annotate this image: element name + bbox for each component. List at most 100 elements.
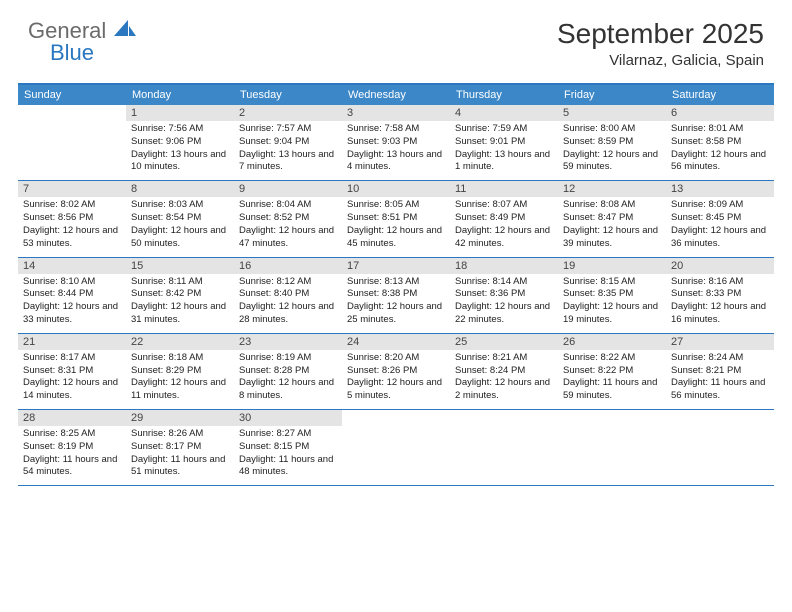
day-number: 23 bbox=[234, 334, 342, 350]
day-cell: 25Sunrise: 8:21 AMSunset: 8:24 PMDayligh… bbox=[450, 334, 558, 409]
weeks-container: .1Sunrise: 7:56 AMSunset: 9:06 PMDayligh… bbox=[18, 105, 774, 486]
weekday-header: Tuesday bbox=[234, 85, 342, 105]
sunset-text: Sunset: 8:19 PM bbox=[23, 441, 121, 454]
month-title: September 2025 bbox=[557, 18, 764, 50]
day-number: 13 bbox=[666, 181, 774, 197]
sunset-text: Sunset: 8:52 PM bbox=[239, 212, 337, 225]
calendar: Sunday Monday Tuesday Wednesday Thursday… bbox=[18, 83, 774, 486]
logo: General Blue bbox=[28, 18, 136, 66]
day-number: . bbox=[342, 410, 450, 426]
day-cell: 20Sunrise: 8:16 AMSunset: 8:33 PMDayligh… bbox=[666, 258, 774, 333]
daylight-text: Daylight: 12 hours and 16 minutes. bbox=[671, 301, 769, 327]
day-info: Sunrise: 8:01 AMSunset: 8:58 PMDaylight:… bbox=[671, 123, 769, 174]
day-cell: 1 Sunrise: 7:56 AMSunset: 9:06 PMDaylight… bbox=[126, 105, 234, 180]
sunrise-text: Sunrise: 8:21 AM bbox=[455, 352, 553, 365]
daylight-text: Daylight: 11 hours and 56 minutes. bbox=[671, 377, 769, 403]
daylight-text: Daylight: 12 hours and 5 minutes. bbox=[347, 377, 445, 403]
day-info: Sunrise: 7:56 AMSunset: 9:06 PMDaylight:… bbox=[131, 123, 229, 174]
sunset-text: Sunset: 8:44 PM bbox=[23, 288, 121, 301]
day-number: 24 bbox=[342, 334, 450, 350]
day-number: 3 bbox=[342, 105, 450, 121]
daylight-text: Daylight: 13 hours and 10 minutes. bbox=[131, 149, 229, 175]
sunrise-text: Sunrise: 8:22 AM bbox=[563, 352, 661, 365]
daylight-text: Daylight: 12 hours and 8 minutes. bbox=[239, 377, 337, 403]
day-cell: 11Sunrise: 8:07 AMSunset: 8:49 PMDayligh… bbox=[450, 181, 558, 256]
daylight-text: Daylight: 12 hours and 2 minutes. bbox=[455, 377, 553, 403]
day-number: 18 bbox=[450, 258, 558, 274]
day-info: Sunrise: 8:12 AMSunset: 8:40 PMDaylight:… bbox=[239, 276, 337, 327]
sunset-text: Sunset: 9:04 PM bbox=[239, 136, 337, 149]
sunrise-text: Sunrise: 8:07 AM bbox=[455, 199, 553, 212]
day-info: Sunrise: 8:25 AMSunset: 8:19 PMDaylight:… bbox=[23, 428, 121, 479]
sunrise-text: Sunrise: 7:58 AM bbox=[347, 123, 445, 136]
sunset-text: Sunset: 8:47 PM bbox=[563, 212, 661, 225]
sunrise-text: Sunrise: 8:08 AM bbox=[563, 199, 661, 212]
week-row: .1 Sunrise: 7:56 AMSunset: 9:06 PMDayligh… bbox=[18, 105, 774, 181]
sunset-text: Sunset: 8:22 PM bbox=[563, 365, 661, 378]
sunrise-text: Sunrise: 8:15 AM bbox=[563, 276, 661, 289]
weekday-header: Saturday bbox=[666, 85, 774, 105]
daylight-text: Daylight: 13 hours and 1 minute. bbox=[455, 149, 553, 175]
day-info: Sunrise: 8:15 AMSunset: 8:35 PMDaylight:… bbox=[563, 276, 661, 327]
day-number: . bbox=[666, 410, 774, 426]
day-cell: 23Sunrise: 8:19 AMSunset: 8:28 PMDayligh… bbox=[234, 334, 342, 409]
day-cell: 5Sunrise: 8:00 AMSunset: 8:59 PMDaylight… bbox=[558, 105, 666, 180]
weekday-header: Monday bbox=[126, 85, 234, 105]
sunset-text: Sunset: 8:40 PM bbox=[239, 288, 337, 301]
day-number: 14 bbox=[18, 258, 126, 274]
day-cell: 16Sunrise: 8:12 AMSunset: 8:40 PMDayligh… bbox=[234, 258, 342, 333]
daylight-text: Daylight: 12 hours and 22 minutes. bbox=[455, 301, 553, 327]
day-number: 30 bbox=[234, 410, 342, 426]
sunrise-text: Sunrise: 8:16 AM bbox=[671, 276, 769, 289]
sunset-text: Sunset: 8:36 PM bbox=[455, 288, 553, 301]
day-number: 26 bbox=[558, 334, 666, 350]
day-info: Sunrise: 8:20 AMSunset: 8:26 PMDaylight:… bbox=[347, 352, 445, 403]
daylight-text: Daylight: 11 hours and 54 minutes. bbox=[23, 454, 121, 480]
sunrise-text: Sunrise: 7:56 AM bbox=[131, 123, 229, 136]
sunrise-text: Sunrise: 8:19 AM bbox=[239, 352, 337, 365]
daylight-text: Daylight: 13 hours and 7 minutes. bbox=[239, 149, 337, 175]
day-info: Sunrise: 8:03 AMSunset: 8:54 PMDaylight:… bbox=[131, 199, 229, 250]
day-number: 27 bbox=[666, 334, 774, 350]
sunrise-text: Sunrise: 8:25 AM bbox=[23, 428, 121, 441]
daylight-text: Daylight: 12 hours and 14 minutes. bbox=[23, 377, 121, 403]
day-info: Sunrise: 8:17 AMSunset: 8:31 PMDaylight:… bbox=[23, 352, 121, 403]
day-cell: 8 Sunrise: 8:03 AMSunset: 8:54 PMDaylight… bbox=[126, 181, 234, 256]
day-number: 7 bbox=[18, 181, 126, 197]
day-info: Sunrise: 8:26 AMSunset: 8:17 PMDaylight:… bbox=[131, 428, 229, 479]
daylight-text: Daylight: 12 hours and 11 minutes. bbox=[131, 377, 229, 403]
sunrise-text: Sunrise: 8:09 AM bbox=[671, 199, 769, 212]
daylight-text: Daylight: 12 hours and 19 minutes. bbox=[563, 301, 661, 327]
day-number: 8 bbox=[126, 181, 234, 197]
day-number: 1 bbox=[126, 105, 234, 121]
sunset-text: Sunset: 8:35 PM bbox=[563, 288, 661, 301]
week-row: 21Sunrise: 8:17 AMSunset: 8:31 PMDayligh… bbox=[18, 334, 774, 410]
sunset-text: Sunset: 8:15 PM bbox=[239, 441, 337, 454]
day-number: 22 bbox=[126, 334, 234, 350]
day-info: Sunrise: 8:00 AMSunset: 8:59 PMDaylight:… bbox=[563, 123, 661, 174]
day-cell: 14Sunrise: 8:10 AMSunset: 8:44 PMDayligh… bbox=[18, 258, 126, 333]
day-cell: 18 Sunrise: 8:14 AMSunset: 8:36 PMDayligh… bbox=[450, 258, 558, 333]
day-cell: . bbox=[666, 410, 774, 485]
sunrise-text: Sunrise: 8:13 AM bbox=[347, 276, 445, 289]
daylight-text: Daylight: 12 hours and 36 minutes. bbox=[671, 225, 769, 251]
daylight-text: Daylight: 12 hours and 31 minutes. bbox=[131, 301, 229, 327]
day-info: Sunrise: 8:09 AMSunset: 8:45 PMDaylight:… bbox=[671, 199, 769, 250]
day-number: . bbox=[18, 105, 126, 121]
sunrise-text: Sunrise: 8:14 AM bbox=[455, 276, 553, 289]
day-number: . bbox=[558, 410, 666, 426]
daylight-text: Daylight: 12 hours and 47 minutes. bbox=[239, 225, 337, 251]
daylight-text: Daylight: 12 hours and 59 minutes. bbox=[563, 149, 661, 175]
day-number: 17 bbox=[342, 258, 450, 274]
sunset-text: Sunset: 8:17 PM bbox=[131, 441, 229, 454]
day-info: Sunrise: 8:14 AMSunset: 8:36 PMDaylight:… bbox=[455, 276, 553, 327]
sunset-text: Sunset: 8:26 PM bbox=[347, 365, 445, 378]
day-number: 4 bbox=[450, 105, 558, 121]
sunset-text: Sunset: 8:58 PM bbox=[671, 136, 769, 149]
day-info: Sunrise: 8:18 AMSunset: 8:29 PMDaylight:… bbox=[131, 352, 229, 403]
day-number: 2 bbox=[234, 105, 342, 121]
day-info: Sunrise: 8:16 AMSunset: 8:33 PMDaylight:… bbox=[671, 276, 769, 327]
day-cell: 30Sunrise: 8:27 AMSunset: 8:15 PMDayligh… bbox=[234, 410, 342, 485]
sunrise-text: Sunrise: 8:02 AM bbox=[23, 199, 121, 212]
day-number: . bbox=[450, 410, 558, 426]
